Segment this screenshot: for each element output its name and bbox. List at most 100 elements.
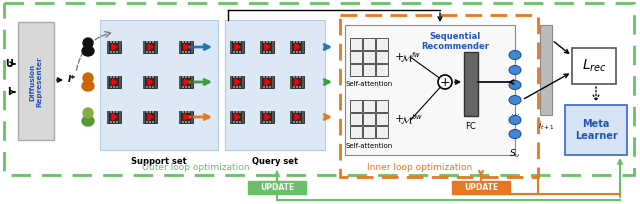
Bar <box>266 86 268 88</box>
Bar <box>188 41 190 43</box>
Bar <box>110 111 112 113</box>
Bar <box>149 76 151 78</box>
Bar <box>540 25 552 115</box>
Bar <box>293 121 295 123</box>
Bar <box>179 76 193 88</box>
Bar <box>350 51 362 63</box>
Ellipse shape <box>509 115 521 124</box>
Ellipse shape <box>509 130 521 139</box>
Bar <box>149 41 151 43</box>
Bar <box>363 51 375 63</box>
Bar <box>18 22 54 140</box>
Bar <box>110 41 112 43</box>
Bar <box>116 121 118 123</box>
Bar <box>182 111 184 113</box>
Bar <box>182 86 184 88</box>
Bar <box>233 41 235 43</box>
Bar <box>146 76 148 78</box>
Bar <box>296 121 298 123</box>
Bar <box>113 111 115 113</box>
Polygon shape <box>184 114 189 120</box>
Polygon shape <box>112 79 117 85</box>
Bar <box>119 111 121 123</box>
Bar <box>376 100 388 112</box>
Bar <box>260 76 262 88</box>
Bar <box>185 121 187 123</box>
Text: $\mathcal{M}^{bw}$: $\mathcal{M}^{bw}$ <box>400 112 423 127</box>
Text: $S_u$: $S_u$ <box>509 147 521 160</box>
Bar <box>266 76 268 78</box>
Bar <box>269 121 271 123</box>
Bar <box>272 76 274 88</box>
Circle shape <box>83 38 93 48</box>
Bar <box>290 41 292 53</box>
Bar <box>233 76 235 78</box>
Bar <box>239 121 241 123</box>
Bar <box>299 41 301 43</box>
Text: UPDATE: UPDATE <box>260 184 294 193</box>
Bar <box>290 41 304 53</box>
Bar <box>452 181 510 194</box>
Bar <box>149 111 151 113</box>
Text: +: + <box>395 52 408 62</box>
Bar <box>188 51 190 53</box>
Text: +: + <box>395 114 408 124</box>
Bar <box>179 41 181 53</box>
Bar <box>376 113 388 125</box>
Bar <box>225 20 325 150</box>
Bar <box>239 86 241 88</box>
Bar <box>269 111 271 113</box>
Text: ...: ... <box>511 107 520 117</box>
Bar <box>565 105 627 155</box>
Polygon shape <box>148 44 153 50</box>
Bar <box>113 86 115 88</box>
Bar <box>272 111 274 123</box>
Ellipse shape <box>509 65 521 74</box>
Bar <box>350 113 362 125</box>
Text: $L_{rec}$: $L_{rec}$ <box>582 58 607 74</box>
Ellipse shape <box>82 46 94 56</box>
Bar <box>248 181 306 194</box>
Bar <box>302 111 304 123</box>
Ellipse shape <box>82 81 94 91</box>
Bar <box>185 76 187 78</box>
Text: I*: I* <box>68 75 76 84</box>
Bar <box>149 51 151 53</box>
Bar <box>266 51 268 53</box>
Bar <box>116 76 118 78</box>
Bar <box>191 76 193 88</box>
Bar <box>116 51 118 53</box>
Bar <box>155 111 157 123</box>
Bar <box>236 111 238 113</box>
Bar <box>293 41 295 43</box>
Bar <box>266 41 268 43</box>
Bar <box>230 76 232 88</box>
Bar <box>152 121 154 123</box>
Bar <box>290 111 304 123</box>
Bar <box>236 41 238 43</box>
Polygon shape <box>265 79 270 85</box>
Text: FC: FC <box>466 122 476 131</box>
Bar <box>269 86 271 88</box>
Bar <box>110 76 112 78</box>
Bar <box>149 86 151 88</box>
Text: Meta
Learner: Meta Learner <box>575 119 618 141</box>
Bar <box>233 51 235 53</box>
Bar <box>299 86 301 88</box>
Ellipse shape <box>509 95 521 104</box>
Bar <box>116 41 118 43</box>
Bar <box>152 111 154 113</box>
Bar <box>299 121 301 123</box>
Text: Self-attention: Self-attention <box>346 143 393 149</box>
Bar <box>263 121 265 123</box>
Ellipse shape <box>82 116 94 126</box>
Bar <box>299 111 301 113</box>
Bar <box>107 41 121 53</box>
Polygon shape <box>295 79 300 85</box>
Bar <box>269 51 271 53</box>
Bar <box>269 41 271 43</box>
Polygon shape <box>148 114 153 120</box>
Bar <box>302 41 304 53</box>
Bar <box>233 111 235 113</box>
Polygon shape <box>235 79 240 85</box>
